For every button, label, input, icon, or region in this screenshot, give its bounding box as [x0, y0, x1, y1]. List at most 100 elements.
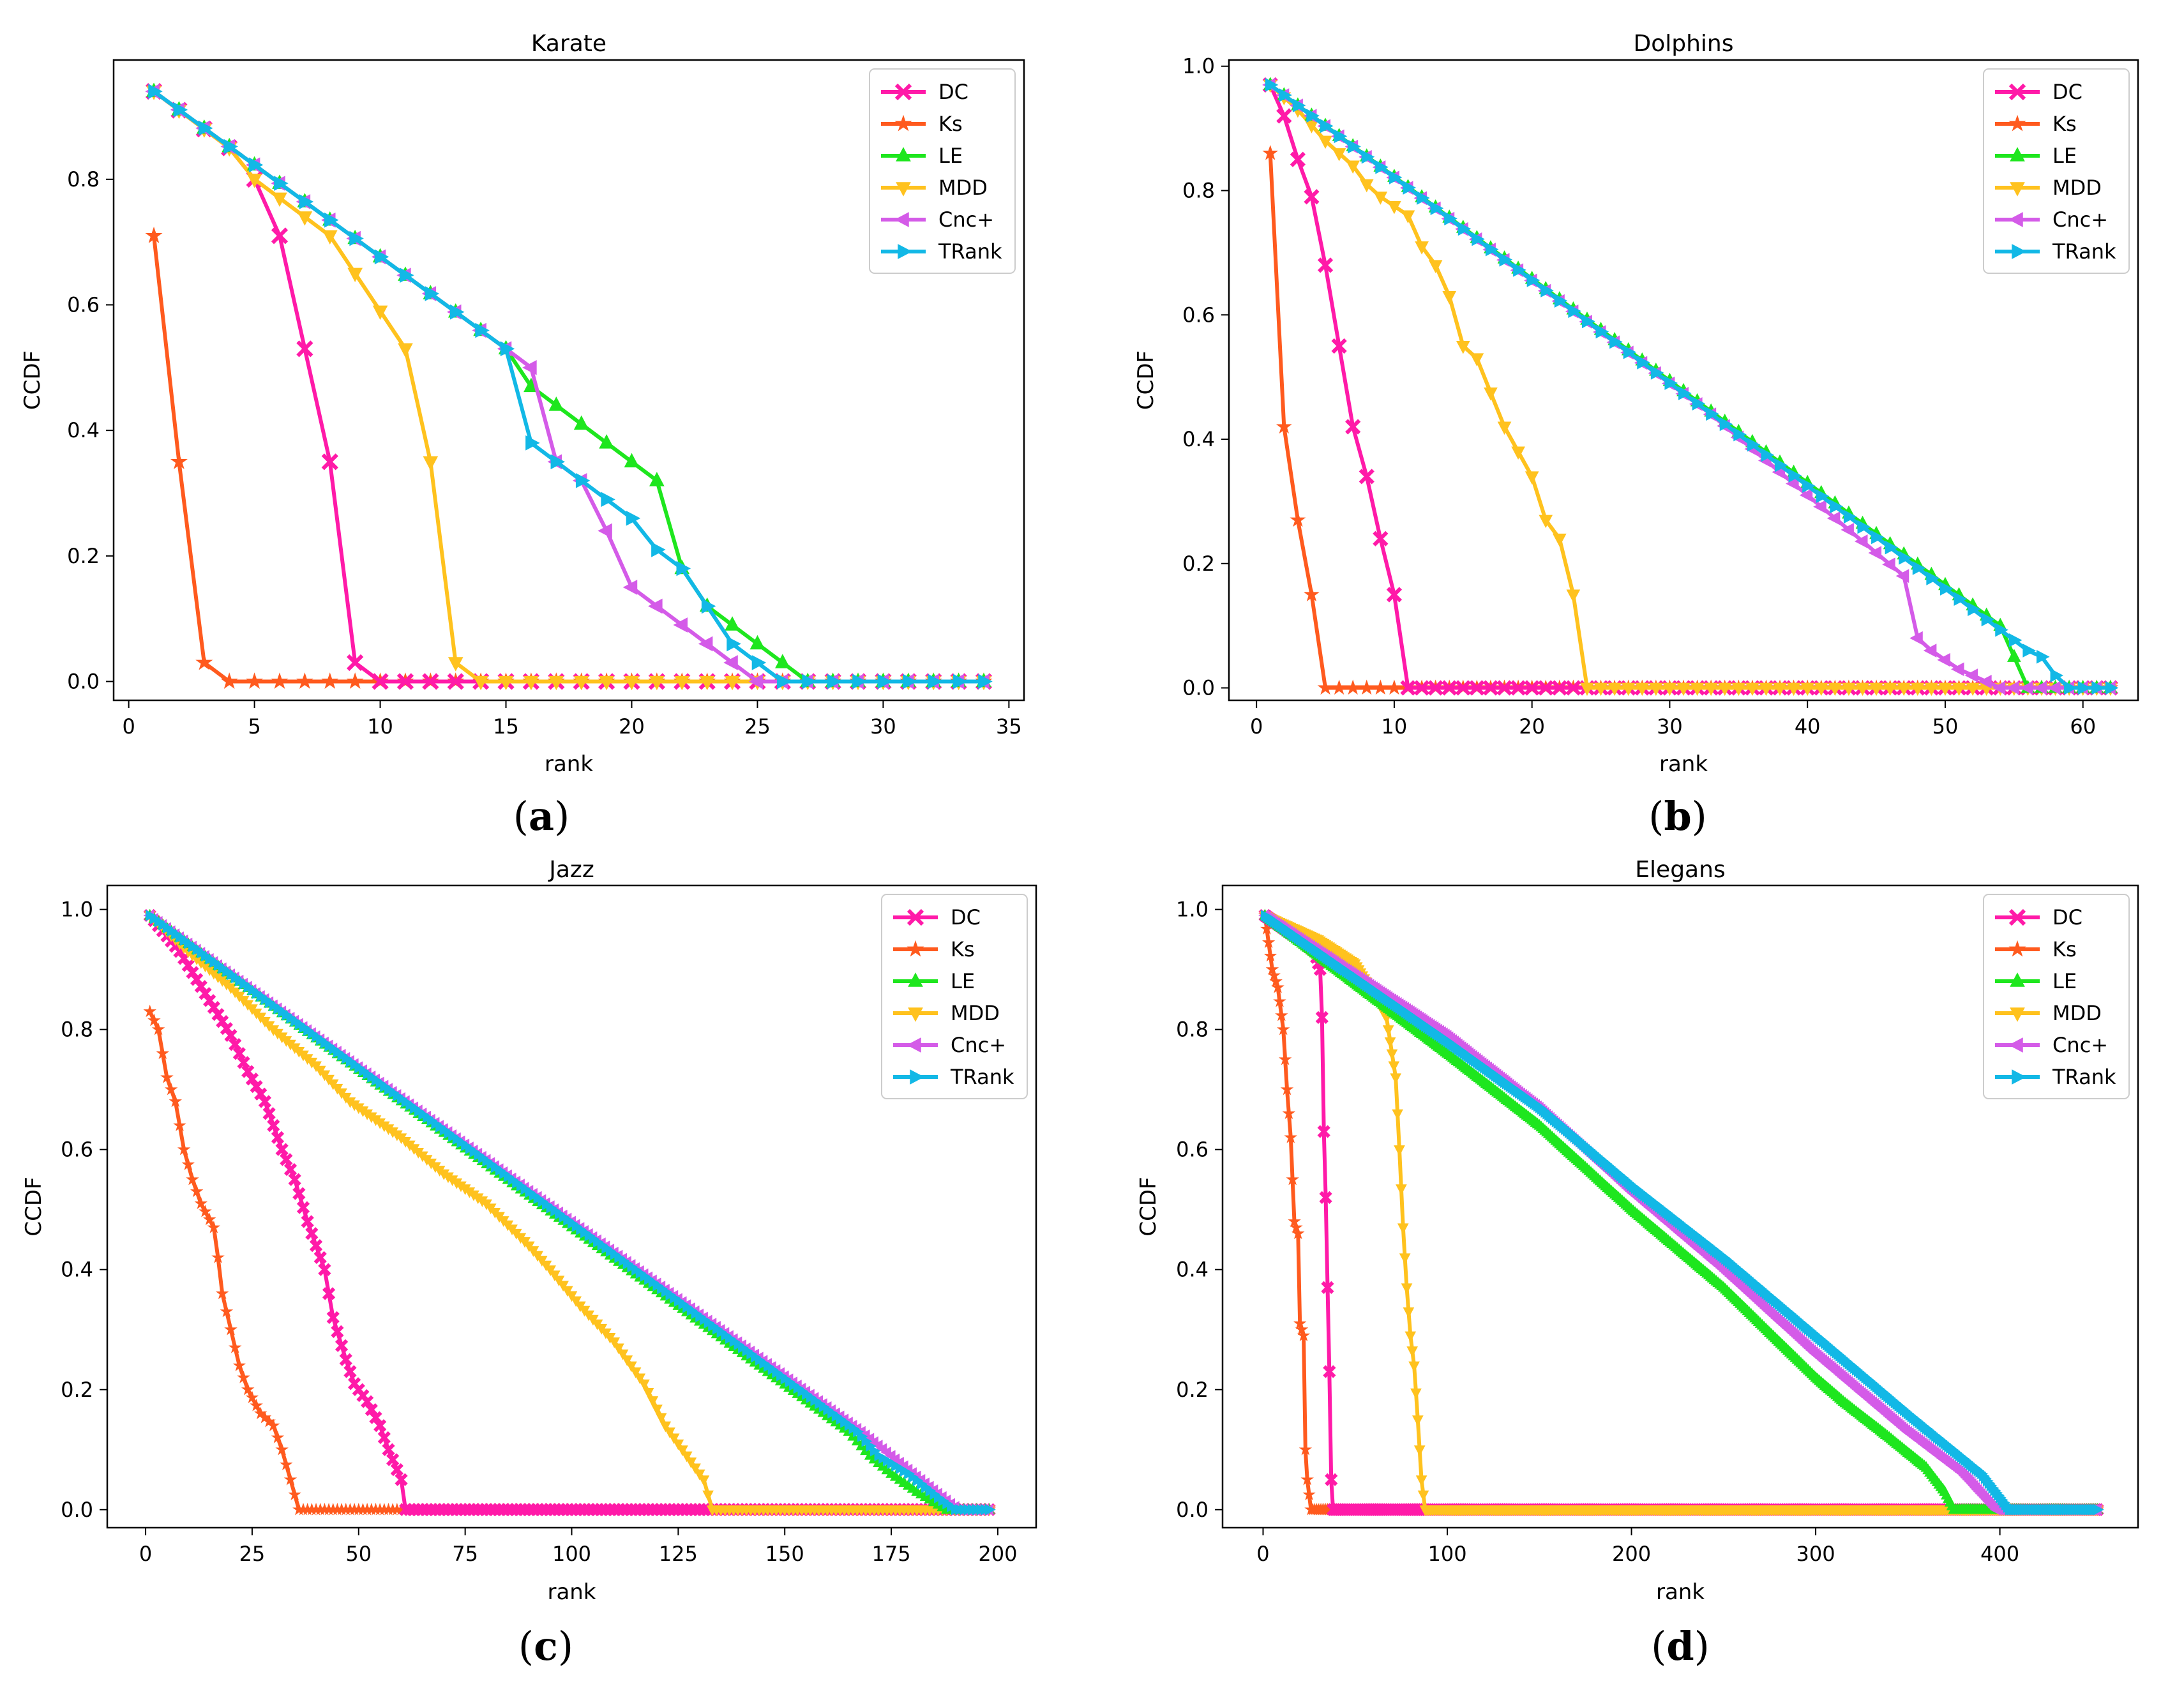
- x-marker: [1455, 680, 1471, 696]
- triangle-down-marker: [297, 211, 313, 226]
- triangle-right-marker: [928, 674, 942, 689]
- star-marker: [1359, 679, 1375, 695]
- star-marker: [220, 1304, 234, 1318]
- legend-item-cnc-plus: Cnc+: [893, 1033, 1006, 1057]
- legend-item-le: LE: [1995, 144, 2077, 168]
- x-marker: [241, 1065, 255, 1078]
- triangle-up-marker: [649, 472, 665, 486]
- x-marker: [254, 1087, 267, 1101]
- x-marker: [1524, 680, 1540, 696]
- legend-item-ks: Ks: [881, 112, 963, 136]
- x-marker: [275, 1143, 289, 1156]
- x-tick-label: 200: [1612, 1542, 1651, 1566]
- x-marker: [1413, 680, 1430, 696]
- triangle-down-marker: [1318, 135, 1332, 149]
- x-marker: [181, 959, 195, 972]
- star-marker: [1295, 1322, 1309, 1336]
- triangle-right-marker: [2008, 633, 2022, 647]
- triangle-down-marker: [1649, 682, 1663, 696]
- star-marker: [894, 114, 912, 132]
- triangle-right-marker: [1899, 550, 1912, 565]
- axes-frame: [106, 884, 1037, 1529]
- legend-label: MDD: [951, 1001, 1000, 1025]
- x-marker: [365, 1403, 378, 1417]
- x-tick-label: 0: [1250, 714, 1263, 739]
- legend-label: DC: [951, 905, 981, 930]
- x-marker: [190, 973, 204, 986]
- star-marker: [241, 1382, 255, 1396]
- triangle-up-marker: [2010, 147, 2025, 162]
- plot-data: [1262, 77, 2119, 696]
- star-marker: [194, 1196, 208, 1210]
- triangle-right-marker: [1747, 437, 1761, 452]
- x-marker: [335, 1339, 349, 1352]
- triangle-left-marker: [894, 212, 909, 227]
- triangle-right-marker: [1995, 622, 2008, 637]
- triangle-down-marker: [1593, 682, 1608, 696]
- triangle-right-marker: [2036, 650, 2050, 664]
- legend-label: LE: [2052, 144, 2077, 168]
- x-marker: [309, 1238, 323, 1253]
- triangle-down-marker: [677, 1445, 688, 1457]
- x-marker: [262, 1107, 276, 1120]
- triangle-down-marker: [1417, 1490, 1429, 1502]
- legend-label: MDD: [2052, 176, 2102, 200]
- series-ks: [145, 227, 993, 689]
- x-marker: [322, 1287, 336, 1300]
- triangle-right-marker: [1623, 345, 1637, 359]
- triangle-up-marker: [908, 972, 923, 987]
- star-marker: [207, 1221, 221, 1233]
- x-marker: [1482, 680, 1499, 696]
- axes-frame: [1221, 884, 2139, 1529]
- triangle-left-marker: [907, 1037, 921, 1053]
- triangle-right-marker: [1306, 109, 1320, 123]
- star-marker: [1331, 679, 1348, 695]
- x-marker: [271, 227, 289, 245]
- triangle-right-marker: [1775, 458, 1788, 472]
- series-le: [146, 82, 991, 688]
- x-marker: [1317, 257, 1334, 273]
- triangle-down-marker: [498, 675, 514, 691]
- x-marker: [1331, 338, 1347, 354]
- x-axis-label: rank: [1659, 751, 1708, 777]
- star-marker: [173, 1118, 186, 1131]
- triangle-right-marker: [2050, 668, 2064, 682]
- triangle-down-marker: [896, 182, 911, 197]
- triangle-right-marker: [1830, 499, 1843, 514]
- triangle-right-marker: [898, 244, 912, 259]
- x-marker: [321, 453, 338, 470]
- y-tick-label: 0.2: [1176, 1378, 1209, 1402]
- x-marker: [1551, 680, 1567, 696]
- triangle-right-marker: [1968, 602, 1981, 617]
- triangle-down-marker: [1399, 1253, 1411, 1265]
- x-marker: [1345, 419, 1361, 435]
- x-marker: [232, 1047, 246, 1060]
- triangle-down-marker: [725, 675, 740, 691]
- triangle-down-marker: [1897, 682, 1911, 696]
- triangle-down-marker: [1394, 1145, 1405, 1156]
- star-marker: [181, 1157, 195, 1170]
- triangle-down-marker: [1869, 682, 1883, 696]
- x-tick-label: 50: [1932, 714, 1959, 739]
- triangle-down-marker: [681, 1451, 693, 1463]
- x-marker: [1400, 680, 1416, 696]
- star-marker: [186, 1172, 199, 1185]
- triangle-down-marker: [347, 267, 363, 283]
- caption-letter: a: [529, 793, 554, 839]
- x-tick-label: 10: [1382, 714, 1408, 739]
- triangle-down-marker: [372, 305, 388, 320]
- legend-item-trank: TRank: [893, 1065, 1014, 1089]
- star-marker: [1300, 1473, 1314, 1486]
- x-marker: [343, 1365, 357, 1378]
- triangle-right-marker: [903, 674, 917, 689]
- x-tick-label: 50: [345, 1542, 372, 1566]
- triangle-up-marker: [749, 635, 765, 650]
- triangle-down-marker: [699, 675, 715, 691]
- triangle-right-marker: [2077, 681, 2091, 695]
- triangle-up-marker: [548, 396, 564, 411]
- triangle-down-marker: [1745, 682, 1759, 696]
- star-marker: [237, 1371, 250, 1383]
